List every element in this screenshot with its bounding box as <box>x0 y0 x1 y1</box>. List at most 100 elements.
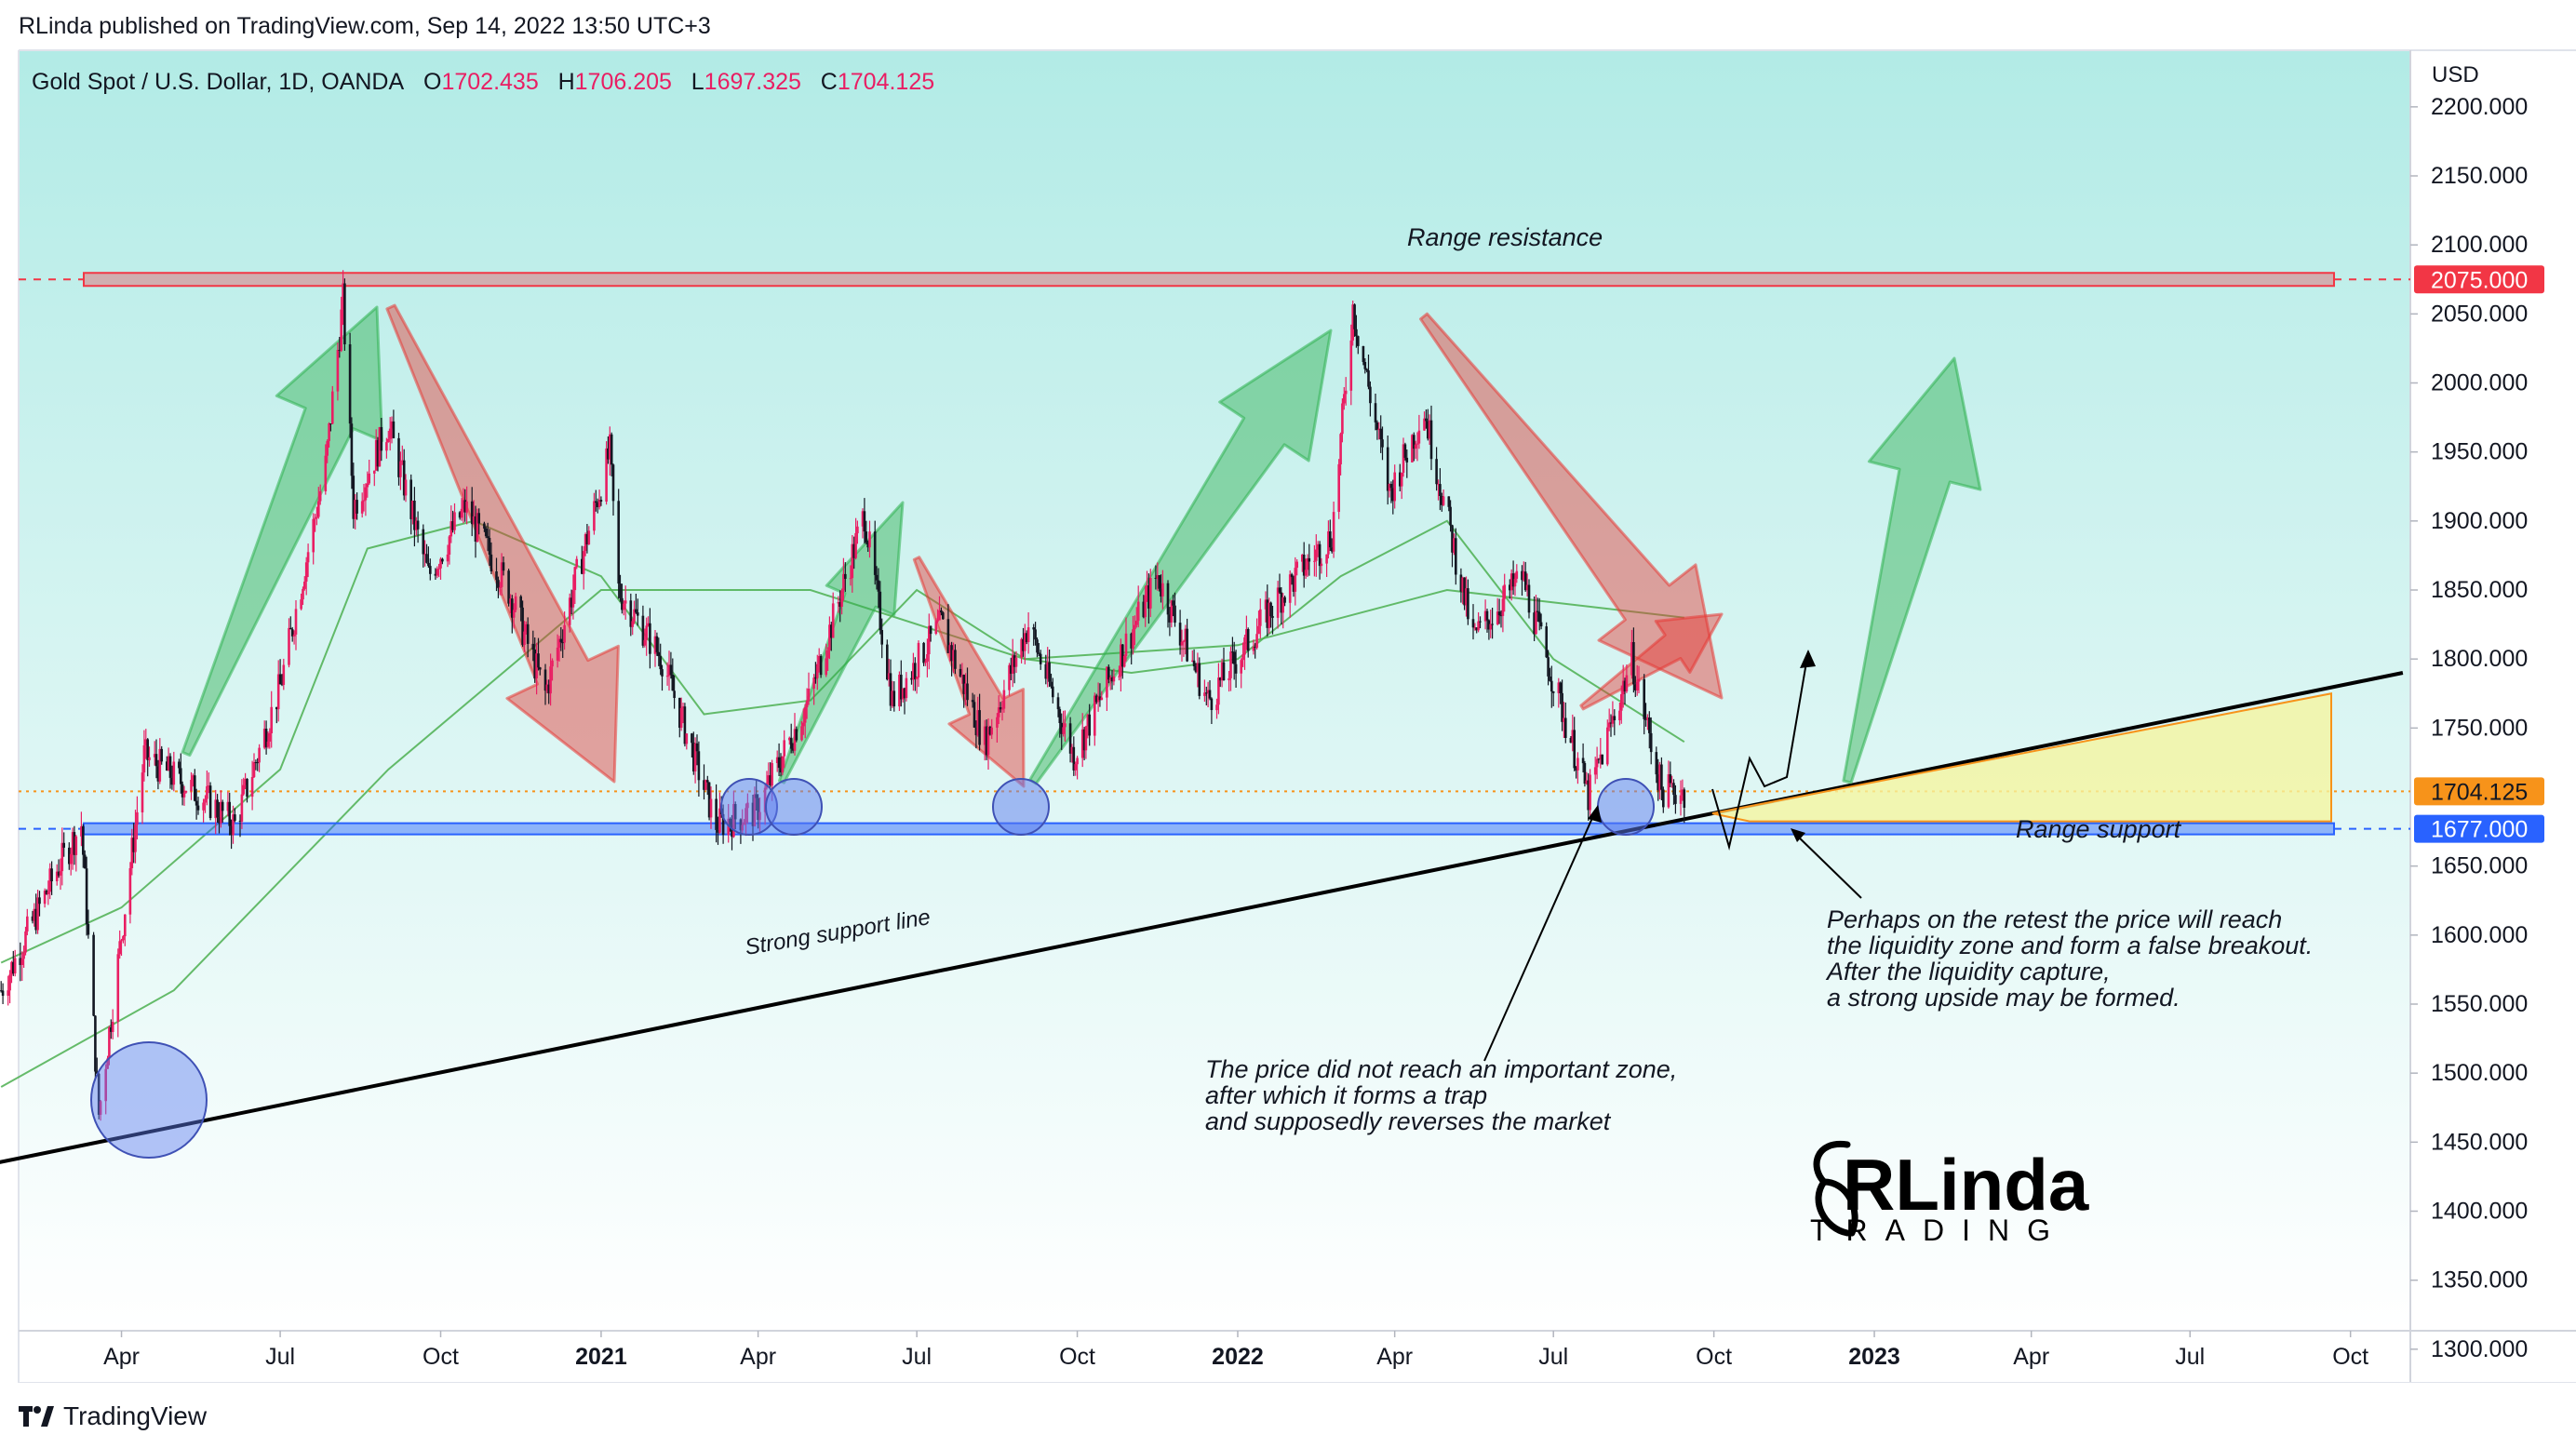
candle-body <box>1330 547 1334 552</box>
candle-body <box>266 741 270 747</box>
candle-body <box>831 603 835 638</box>
support-zone[interactable] <box>83 822 2335 836</box>
candle-body <box>22 952 25 959</box>
candle-body <box>1060 723 1063 734</box>
candle-body <box>1180 641 1184 646</box>
candle-body <box>983 726 986 745</box>
candle-body <box>611 464 615 502</box>
publisher-line: RLinda published on TradingView.com, Sep… <box>19 13 711 39</box>
up-arrow-2 <box>778 501 905 784</box>
candle-body <box>887 673 891 680</box>
candle-body <box>807 689 811 702</box>
candle-body <box>1318 543 1322 567</box>
liquidity-zone[interactable] <box>1711 692 2332 823</box>
candle-body <box>1489 623 1492 630</box>
candle-body <box>1052 686 1054 698</box>
y-tick-label: 2100.000 <box>2431 232 2528 258</box>
candle-body <box>1539 622 1543 627</box>
candle-body <box>1607 722 1611 728</box>
candle-body <box>264 729 268 747</box>
candle-body <box>399 461 402 477</box>
candle-body <box>1084 726 1088 751</box>
candle-body <box>476 513 479 542</box>
candle-body <box>1283 597 1286 603</box>
candle-body <box>629 600 633 627</box>
candle-body <box>132 838 135 852</box>
candle-body <box>1010 664 1013 674</box>
candle-body <box>1425 418 1428 422</box>
candle-body <box>304 562 308 582</box>
candle-body <box>1243 637 1246 655</box>
candle-body <box>1259 609 1262 626</box>
candle-body <box>924 661 927 664</box>
candle-body <box>1341 403 1344 435</box>
candle-body <box>1683 789 1686 808</box>
candle-body <box>220 801 222 824</box>
candle-body <box>1281 597 1284 613</box>
ma-fast-line <box>0 519 1685 964</box>
candle-body <box>495 571 498 581</box>
rlinda-face-icon <box>1813 1141 1858 1237</box>
candle-body <box>1208 690 1212 699</box>
candle-body <box>146 739 149 760</box>
candle-body <box>170 777 174 785</box>
candle-body <box>446 554 449 562</box>
candle-body <box>1449 506 1452 526</box>
candle-body <box>1571 730 1575 744</box>
candle-body <box>343 283 346 344</box>
candle-body <box>57 871 60 876</box>
candle-body <box>671 675 675 691</box>
candle-body <box>791 748 795 751</box>
candle-body <box>866 542 869 548</box>
candle-body <box>488 538 491 555</box>
candle-body <box>1527 584 1531 613</box>
candle-body <box>905 677 908 699</box>
candle-body <box>1329 531 1332 548</box>
candle-body <box>315 516 318 518</box>
candle-body <box>1441 496 1443 505</box>
candle-body <box>1585 780 1589 784</box>
down-arrow-1 <box>385 303 620 784</box>
candle-body <box>216 799 219 818</box>
down-arrow-small <box>1579 612 1724 711</box>
candle-body <box>707 782 711 818</box>
candle-body <box>940 610 943 613</box>
candle-body <box>242 784 245 795</box>
candle-body <box>1094 695 1098 703</box>
candle-body <box>300 599 302 610</box>
candle-body <box>1593 767 1597 775</box>
candle-body <box>376 439 380 467</box>
candle-body <box>460 508 463 518</box>
strong-support-trendline[interactable] <box>0 671 2404 1170</box>
candle-body <box>926 654 929 662</box>
candle-body <box>288 627 290 665</box>
retest-pointer <box>1793 832 1862 899</box>
candle-body <box>1463 577 1466 606</box>
candle-body <box>1196 663 1200 673</box>
x-tick-label: Apr <box>1376 1344 1413 1370</box>
candle-body <box>788 737 791 741</box>
candle-body <box>990 727 993 735</box>
candle-body <box>99 1101 102 1115</box>
candle-body <box>477 513 480 524</box>
candle-body <box>1215 704 1218 711</box>
candle-body <box>512 610 516 618</box>
candle-body <box>314 517 316 519</box>
candle-body <box>974 727 978 736</box>
candle-body <box>839 602 841 607</box>
candle-body <box>448 536 451 555</box>
candle-body <box>891 690 894 706</box>
candle-body <box>256 762 259 764</box>
candle-body <box>1374 403 1377 422</box>
tradingview-icon <box>19 1406 54 1427</box>
candle-body <box>531 643 535 650</box>
resistance-zone[interactable] <box>83 272 2335 288</box>
candle-body <box>964 683 967 694</box>
candle-body <box>1634 684 1637 690</box>
candle-body <box>1670 783 1673 784</box>
candle-body <box>1453 538 1456 553</box>
candle-body <box>1435 459 1438 485</box>
candle-body <box>1576 758 1579 771</box>
tradingview-logo[interactable]: TradingView <box>19 1401 207 1431</box>
